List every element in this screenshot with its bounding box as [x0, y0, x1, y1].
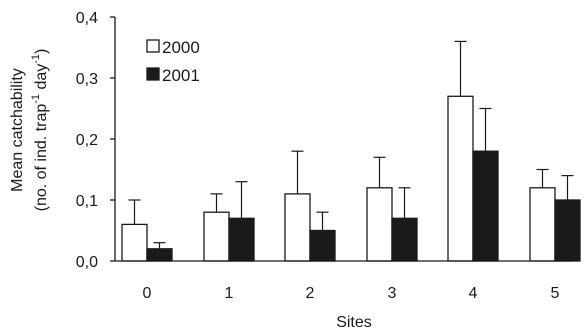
y-label-sup-1: -1: [30, 94, 42, 104]
bar-2000-5: [529, 187, 556, 262]
x-tick-label: 5: [551, 285, 560, 302]
bar-2001-0: [146, 248, 173, 262]
y-label-part-c: ): [33, 49, 50, 54]
y-tick-label: 0,1: [76, 193, 98, 210]
y-tick-label: 0,3: [76, 71, 98, 88]
bar-2001-2: [309, 229, 336, 262]
legend: 2000 2001: [146, 38, 200, 85]
axes-layer: 0,0 0,1 0,2 0,3 0,4 0 1 2 3 4 5: [76, 10, 572, 302]
legend-label-2001: 2001: [162, 66, 200, 85]
y-axis-label: Mean catchability: [9, 68, 26, 192]
x-tick-label: 4: [469, 285, 478, 302]
y-axis-label-line2: (no. of ind. trap-1 day-1): [30, 49, 50, 212]
legend-swatch-2001: [146, 67, 160, 81]
x-tick-label: 1: [225, 285, 234, 302]
x-axis-label: Sites: [336, 314, 372, 329]
bar-2001-4: [472, 150, 499, 262]
bar-2001-3: [391, 217, 418, 262]
bar-2001-5: [554, 199, 581, 262]
y-axis-label-line1: Mean catchability: [9, 68, 26, 192]
y-tick-label: 0,0: [76, 254, 98, 271]
legend-label-2000: 2000: [162, 38, 200, 57]
bar-2000-1: [203, 211, 230, 262]
bar-2000-3: [366, 187, 393, 262]
y-label-part-b: day: [33, 64, 50, 94]
y-axis-label-units: (no. of ind. trap-1 day-1): [30, 49, 50, 212]
y-label-sup-2: -1: [30, 54, 42, 64]
x-tick-label: 0: [143, 285, 152, 302]
x-tick-label: 3: [388, 285, 397, 302]
legend-swatch-2000: [146, 39, 160, 53]
bar-2001-1: [228, 217, 255, 262]
bar-2000-0: [121, 223, 148, 262]
y-tick-label: 0,2: [76, 132, 98, 149]
y-label-part-a: (no. of ind. trap: [33, 104, 50, 212]
x-tick-label: 2: [306, 285, 315, 302]
bar-2000-2: [284, 193, 311, 262]
bars-layer: [121, 40, 581, 262]
y-tick-label: 0,4: [76, 10, 98, 27]
bar-2000-4: [447, 95, 474, 262]
